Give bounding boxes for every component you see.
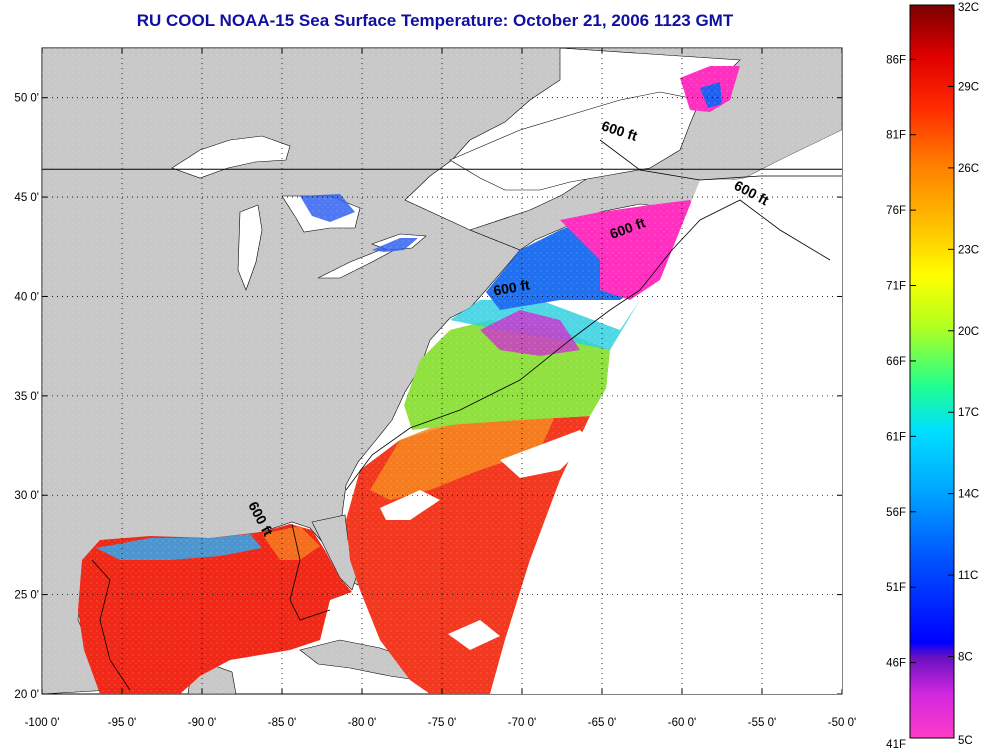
x-tick-label: -50 0' — [828, 717, 856, 729]
colorbar-c-label: 11C — [958, 570, 978, 582]
colorbar-c-label: 29C — [958, 81, 979, 93]
colorbar-c-label: 32C — [958, 2, 979, 14]
colorbar-c-label: 5C — [958, 735, 973, 747]
graticule — [42, 48, 842, 694]
colorbar-ticks: 32C 29C 26C 23C 20C 17C 14C 11C 8C 5C 86F 81F 76F 71F… — [886, 2, 979, 751]
colorbar-f-label: 51F — [886, 582, 906, 594]
x-tick-label: -100 0' — [25, 717, 60, 729]
x-tick-label: -60 0' — [668, 717, 696, 729]
y-tick-label: 35 0' — [14, 391, 39, 403]
x-tick-label: -70 0' — [508, 717, 536, 729]
chart-title: RU COOL NOAA-15 Sea Surface Temperature:… — [136, 11, 734, 30]
colorbar-f-label: 86F — [886, 54, 906, 66]
map-layers — [42, 48, 842, 694]
colorbar-c-label: 20C — [958, 326, 979, 338]
colorbar-f-label: 56F — [886, 507, 906, 519]
colorbar-gradient — [909, 4, 955, 739]
y-tick-label: 45 0' — [14, 192, 39, 204]
y-tick-label: 30 0' — [14, 490, 39, 502]
y-tick-label: 25 0' — [14, 590, 39, 602]
y-tick-label: 20 0' — [14, 689, 39, 701]
x-tick-label: -95 0' — [108, 717, 136, 729]
colorbar: 32C 29C 26C 23C 20C 17C 14C 11C 8C 5C 86F 81F 76F 71F… — [886, 2, 979, 751]
sst-data — [42, 48, 842, 694]
colorbar-c-label: 23C — [958, 244, 979, 256]
x-tick-label: -65 0' — [588, 717, 616, 729]
x-tick-label: -80 0' — [348, 717, 376, 729]
y-tick-label: 40 0' — [14, 291, 39, 303]
colorbar-c-label: 14C — [958, 489, 979, 501]
contour-600ft — [91, 139, 842, 691]
colorbar-f-label: 41F — [886, 739, 906, 751]
x-tick-label: -90 0' — [188, 717, 216, 729]
colorbar-c-label: 8C — [958, 652, 973, 664]
y-axis: 20 0' 25 0' 30 0' 35 0' 40 0' 45 0' 50 0' — [14, 93, 842, 701]
x-tick-label: -85 0' — [268, 717, 296, 729]
x-tick-label: -55 0' — [748, 717, 776, 729]
y-tick-label: 50 0' — [14, 93, 39, 105]
colorbar-c-label: 17C — [958, 407, 979, 419]
colorbar-f-label: 61F — [886, 431, 906, 443]
colorbar-f-label: 81F — [886, 130, 906, 142]
colorbar-f-label: 71F — [886, 281, 906, 293]
x-axis: -100 0' -95 0' -90 0' -85 0' -80 0' -75 0' -70… — [25, 48, 856, 729]
colorbar-f-label: 46F — [886, 658, 906, 670]
contour-label-600ft: 600 ft — [492, 276, 531, 298]
colorbar-f-label: 66F — [886, 356, 906, 368]
colorbar-c-label: 26C — [958, 163, 979, 175]
x-tick-label: -75 0' — [428, 717, 456, 729]
no-data-east — [490, 180, 842, 694]
colorbar-f-label: 76F — [886, 205, 906, 217]
